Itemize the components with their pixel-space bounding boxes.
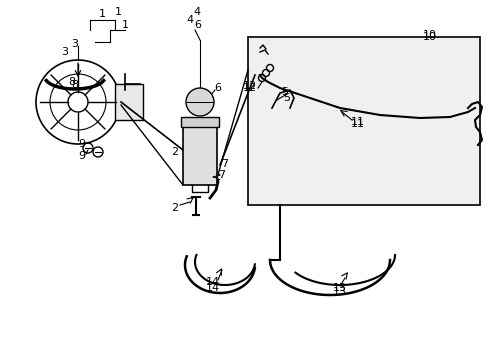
Text: 2: 2 — [171, 147, 178, 157]
Text: 13: 13 — [332, 287, 346, 297]
Text: 3: 3 — [71, 39, 79, 49]
Text: 1: 1 — [98, 9, 105, 19]
Text: 8: 8 — [68, 77, 76, 87]
Text: 8: 8 — [71, 80, 79, 90]
Text: 1: 1 — [121, 20, 128, 30]
Bar — [181, 117, 219, 127]
Text: 7: 7 — [218, 170, 225, 180]
Text: 10: 10 — [422, 32, 436, 42]
Bar — [115, 84, 142, 120]
Text: 5: 5 — [281, 87, 288, 97]
Text: 14: 14 — [205, 277, 220, 287]
Text: 7: 7 — [221, 159, 228, 169]
Text: 11: 11 — [350, 119, 364, 129]
Text: 12: 12 — [243, 81, 257, 91]
Text: 6: 6 — [194, 20, 201, 30]
Text: 4: 4 — [186, 15, 193, 25]
FancyBboxPatch shape — [247, 37, 479, 205]
Text: 6: 6 — [214, 83, 221, 93]
Text: 11: 11 — [350, 117, 364, 127]
Text: 12: 12 — [243, 83, 257, 93]
Text: 10: 10 — [422, 30, 436, 40]
Text: 14: 14 — [205, 283, 220, 293]
Text: 9: 9 — [78, 139, 85, 149]
Text: 1: 1 — [114, 7, 121, 17]
Text: 5: 5 — [283, 93, 290, 103]
Text: 4: 4 — [193, 7, 200, 17]
Bar — [183, 127, 217, 185]
Text: 13: 13 — [332, 283, 346, 293]
Text: 9: 9 — [78, 151, 85, 161]
Text: 2: 2 — [171, 203, 178, 213]
Text: 3: 3 — [61, 47, 68, 57]
Circle shape — [185, 88, 214, 116]
